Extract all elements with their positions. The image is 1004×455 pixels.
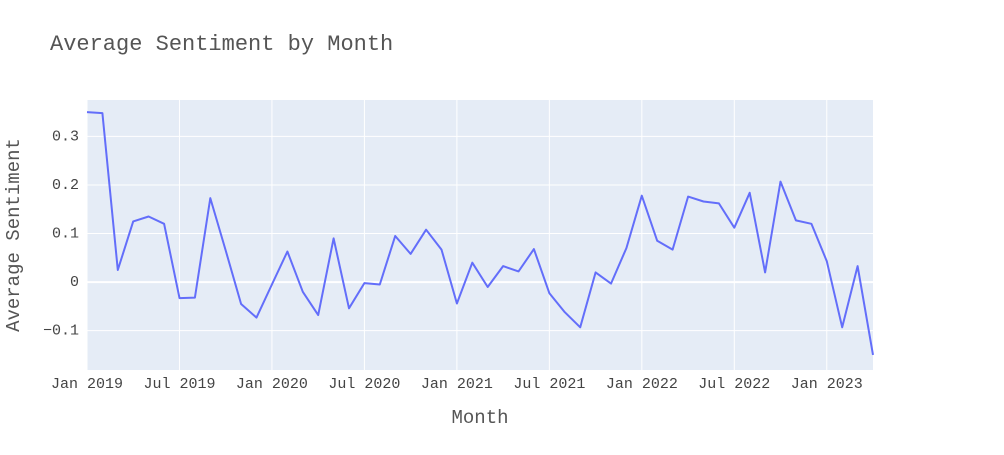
y-tick-label: 0.2 <box>52 177 79 194</box>
x-tick-label: Jan 2023 <box>791 376 863 393</box>
x-tick-label: Jul 2021 <box>513 376 585 393</box>
y-tick-label: 0.1 <box>52 226 79 243</box>
data-line <box>86 111 874 356</box>
y-axis-title: Average Sentiment <box>3 138 25 332</box>
plot-background <box>87 100 873 370</box>
x-tick-label: Jul 2019 <box>143 376 215 393</box>
x-tick-label: Jan 2022 <box>606 376 678 393</box>
y-tick-label: 0 <box>70 274 79 291</box>
y-tick-label: −0.1 <box>43 323 79 340</box>
y-tick-label: 0.3 <box>52 128 79 145</box>
x-tick-label: Jan 2020 <box>236 376 308 393</box>
x-tick-label: Jul 2022 <box>698 376 770 393</box>
x-axis-title: Month <box>451 407 508 429</box>
x-tick-label: Jul 2020 <box>328 376 400 393</box>
chart-title: Average Sentiment by Month <box>50 32 393 57</box>
x-tick-label: Jan 2021 <box>421 376 493 393</box>
x-tick-label: Jan 2019 <box>51 376 123 393</box>
